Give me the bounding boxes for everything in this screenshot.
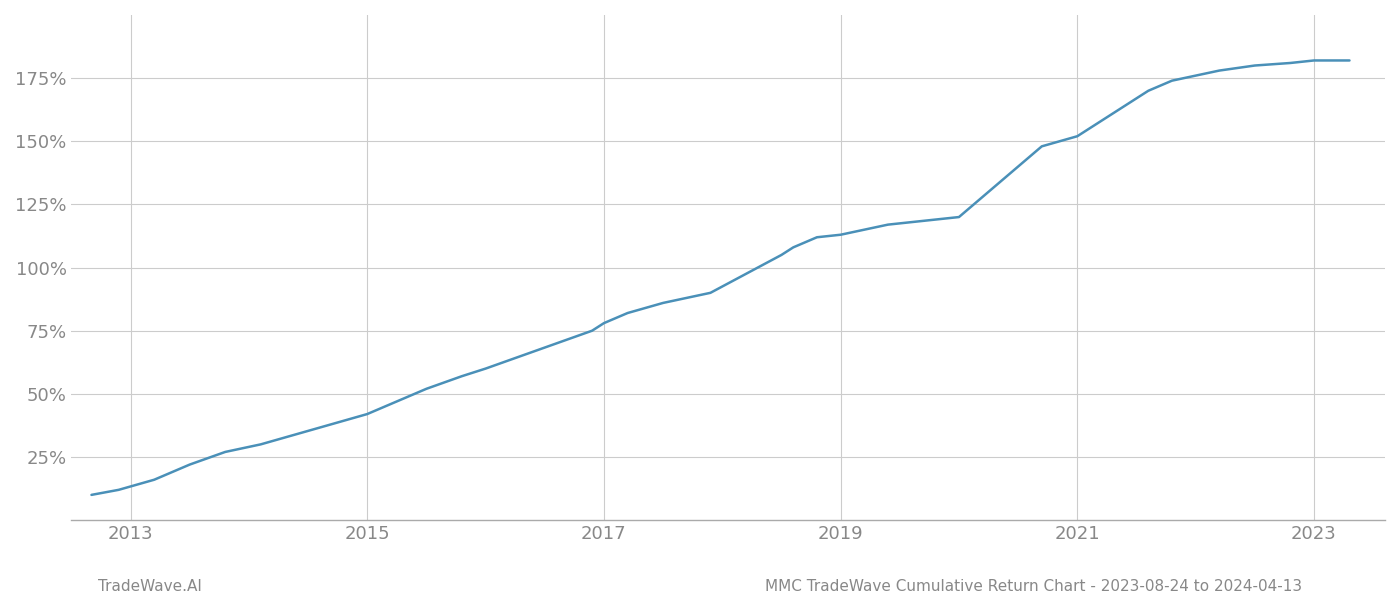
- Text: TradeWave.AI: TradeWave.AI: [98, 579, 202, 594]
- Text: MMC TradeWave Cumulative Return Chart - 2023-08-24 to 2024-04-13: MMC TradeWave Cumulative Return Chart - …: [764, 579, 1302, 594]
